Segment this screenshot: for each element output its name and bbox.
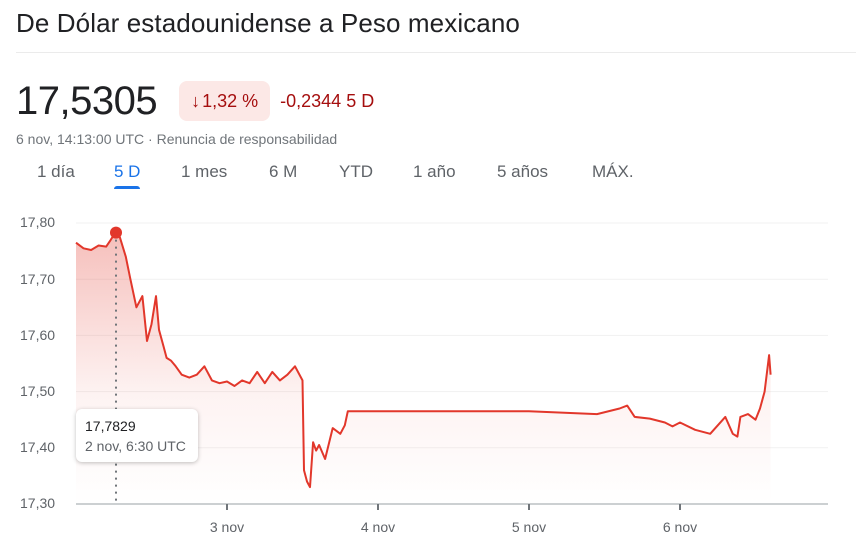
tab-5-days[interactable]: 5 D bbox=[114, 160, 141, 190]
y-tick-label: 17,50 bbox=[20, 383, 56, 399]
y-tick-label: 17,70 bbox=[20, 271, 56, 287]
header-divider bbox=[16, 52, 856, 53]
tab-5-years[interactable]: 5 años bbox=[497, 162, 549, 181]
y-tick-label: 17,80 bbox=[20, 214, 56, 230]
x-tick-label: 6 nov bbox=[662, 519, 698, 535]
x-ticks bbox=[226, 504, 681, 510]
x-tick-label: 3 nov bbox=[209, 519, 245, 535]
price-area bbox=[76, 232, 771, 504]
quote-meta: 6 nov, 14:13:00 UTC · Renuncia de respon… bbox=[16, 131, 337, 147]
x-tick-label: 4 nov bbox=[360, 519, 396, 535]
tab-1-year[interactable]: 1 año bbox=[413, 162, 456, 181]
price-line bbox=[75, 231, 772, 489]
tab-1-day[interactable]: 1 día bbox=[37, 162, 75, 181]
change-percent: 1,32 % bbox=[202, 90, 259, 111]
page-title: De Dólar estadounidense a Peso mexicano bbox=[16, 8, 520, 38]
tooltip-value: 17,7829 bbox=[85, 418, 136, 434]
current-price: 17,5305 bbox=[16, 79, 158, 123]
tab-6-months[interactable]: 6 M bbox=[269, 162, 298, 181]
tooltip-time: 2 nov, 6:30 UTC bbox=[85, 438, 186, 454]
quote-row: 17,5305 ↓ 1,32 % -0,2344 5 D bbox=[16, 78, 374, 124]
x-tick-label: 5 nov bbox=[511, 519, 547, 535]
separator: · bbox=[148, 131, 153, 147]
y-tick-label: 17,40 bbox=[20, 439, 56, 455]
arrow-down-icon: ↓ bbox=[191, 90, 201, 111]
tab-1-month[interactable]: 1 mes bbox=[181, 162, 228, 181]
hover-point bbox=[110, 226, 122, 239]
y-tick-label: 17,60 bbox=[20, 327, 56, 343]
disclaimer-link[interactable]: Renuncia de responsabilidad bbox=[156, 131, 338, 147]
tab-max[interactable]: MÁX. bbox=[592, 162, 634, 181]
timestamp: 6 nov, 14:13:00 UTC bbox=[16, 131, 145, 147]
change-absolute: -0,2344 5 D bbox=[280, 90, 375, 111]
y-tick-label: 17,30 bbox=[20, 495, 56, 511]
chart-tooltip: 17,7829 2 nov, 6:30 UTC bbox=[76, 409, 198, 462]
tab-ytd[interactable]: YTD bbox=[339, 162, 373, 181]
change-percent-badge: ↓ 1,32 % bbox=[179, 81, 271, 121]
